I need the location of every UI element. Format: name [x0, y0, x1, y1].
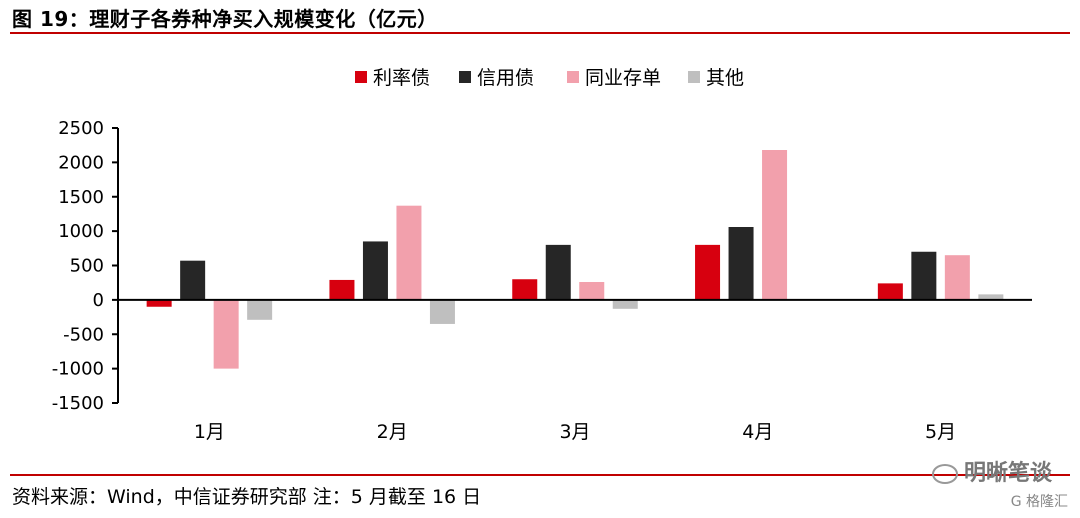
watermark: 明晰笔谈: [931, 455, 1052, 487]
bar-1-5: [877, 283, 903, 300]
y-tick-label: 1500: [58, 187, 104, 208]
bar-3-3: [579, 282, 605, 300]
bar-4-2: [429, 299, 455, 324]
bar-2-1: [180, 260, 206, 300]
legend-swatch: [355, 71, 367, 83]
source-note: 资料来源：Wind，中信证券研究部 注：5 月截至 16 日: [12, 486, 482, 508]
y-tick-label: -1000: [52, 359, 104, 380]
y-tick-label: -500: [63, 324, 104, 345]
bar-1-1: [146, 299, 172, 307]
legend-label: 利率债: [373, 67, 430, 89]
legend-label: 其他: [706, 67, 744, 89]
bottom-rule: [10, 474, 1070, 476]
bar-3-2: [396, 205, 422, 300]
bar-2-3: [545, 244, 571, 300]
bars: [146, 150, 1004, 369]
watermark-text: 明晰笔谈: [963, 461, 1052, 486]
legend-swatch: [688, 71, 700, 83]
bar-4-1: [247, 299, 273, 320]
bar-2-5: [911, 251, 937, 300]
bar-1-4: [695, 244, 721, 300]
watermark-secondary: G 格隆汇: [1010, 494, 1068, 510]
x-category-label: 1月: [194, 421, 225, 443]
legend: 利率债 信用债 同业存单 其他: [355, 67, 744, 89]
bar-4-3: [612, 299, 638, 309]
bar-2-4: [728, 227, 754, 300]
x-axis: 1月 2月 3月 4月 5月: [118, 298, 1032, 443]
legend-swatch: [567, 71, 579, 83]
x-category-label: 4月: [742, 421, 773, 443]
x-category-label: 2月: [377, 421, 408, 443]
wechat-icon: [931, 464, 958, 484]
bar-4-5: [978, 294, 1004, 300]
y-tick-label: 2500: [58, 118, 104, 139]
y-axis: 2500 2000 1500 1000 500 0 -500 -1000 -1500: [52, 118, 119, 414]
chart-area: 利率债 信用债 同业存单 其他 2500 2000 1500 1000 500 0 -500 -10…: [52, 67, 1032, 443]
y-tick-label: 500: [70, 256, 104, 277]
legend-label: 信用债: [477, 67, 534, 89]
bar-1-2: [329, 279, 355, 300]
y-tick-label: 2000: [58, 152, 104, 173]
y-tick-label: -1500: [52, 393, 104, 414]
x-category-label: 5月: [925, 421, 956, 443]
bar-1-3: [512, 279, 538, 300]
figure-title: 图 19：理财子各券种净买入规模变化（亿元）: [12, 7, 438, 31]
x-category-label: 3月: [559, 421, 590, 443]
bar-2-2: [362, 241, 388, 300]
bar-3-1: [213, 299, 239, 369]
y-tick-label: 0: [93, 290, 104, 311]
legend-label: 同业存单: [585, 67, 661, 89]
bar-3-5: [944, 255, 970, 300]
top-rule: [10, 32, 1070, 34]
legend-swatch: [459, 71, 471, 83]
bar-3-4: [762, 150, 788, 300]
y-tick-label: 1000: [58, 221, 104, 242]
